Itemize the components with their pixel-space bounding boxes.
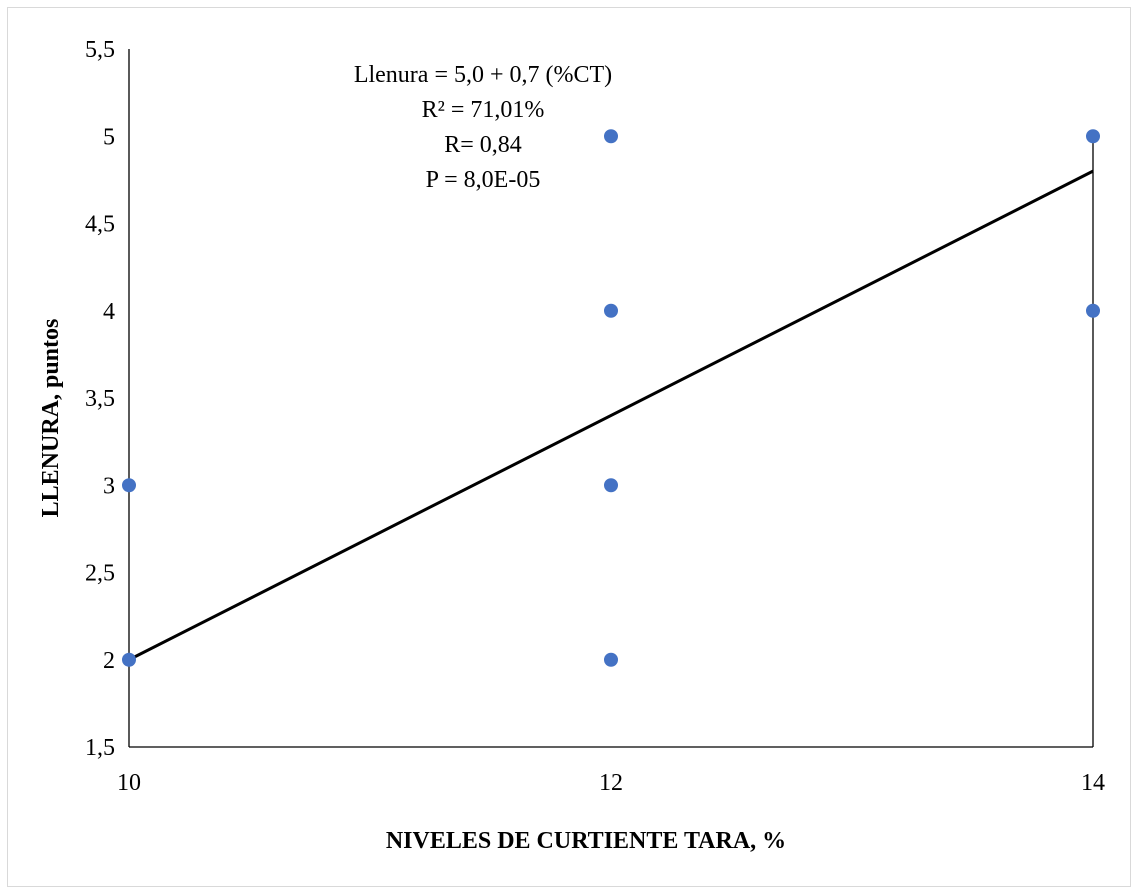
y-tick-label: 3 [103,473,115,499]
y-tick-label: 5 [103,124,115,150]
annotation-line: P = 8,0E-05 [426,167,541,193]
y-tick-label: 4 [103,299,115,325]
y-tick-label: 3,5 [85,386,115,412]
y-tick-label: 4,5 [85,212,115,238]
data-point [122,478,136,493]
y-tick-label: 5,5 [85,37,115,63]
data-point [604,303,618,318]
data-point [604,652,618,667]
y-tick-label: 2 [103,648,115,674]
trendline [128,169,1094,662]
annotation-line: R² = 71,01% [422,97,545,123]
annotation-line: R= 0,84 [444,132,522,158]
data-points [122,129,1100,667]
x-tick-label: 14 [1081,770,1105,796]
chart-area: 1,5 2 2,5 3 3,5 4 4,5 5 5,5 10 12 14 NIVELES DE CURT… [7,7,1131,887]
data-point [604,478,618,493]
axes: 1,5 2 2,5 3 3,5 4 4,5 5 5,5 10 12 14 NIVELES DE CURT… [38,37,1105,854]
trendline-layer [128,169,1094,662]
x-tick-label: 12 [599,770,623,796]
scatter-chart: 1,5 2 2,5 3 3,5 4 4,5 5 5,5 10 12 14 NIVELES DE CURT… [38,37,1105,854]
data-point [122,652,136,667]
data-point [604,129,618,144]
annotation-line: Llenura = 5,0 + 0,7 (%CT) [354,62,612,88]
y-tick-label: 1,5 [85,735,115,761]
x-tick-label: 10 [117,770,141,796]
data-point [1086,129,1100,144]
regression-annotation: Llenura = 5,0 + 0,7 (%CT) R² = 71,01% R= 0… [354,62,612,193]
y-axis-title: LLENURA, puntos [38,319,64,518]
x-axis-title: NIVELES DE CURTIENTE TARA, % [386,828,786,854]
y-tick-label: 2,5 [85,561,115,587]
data-point [1086,303,1100,318]
